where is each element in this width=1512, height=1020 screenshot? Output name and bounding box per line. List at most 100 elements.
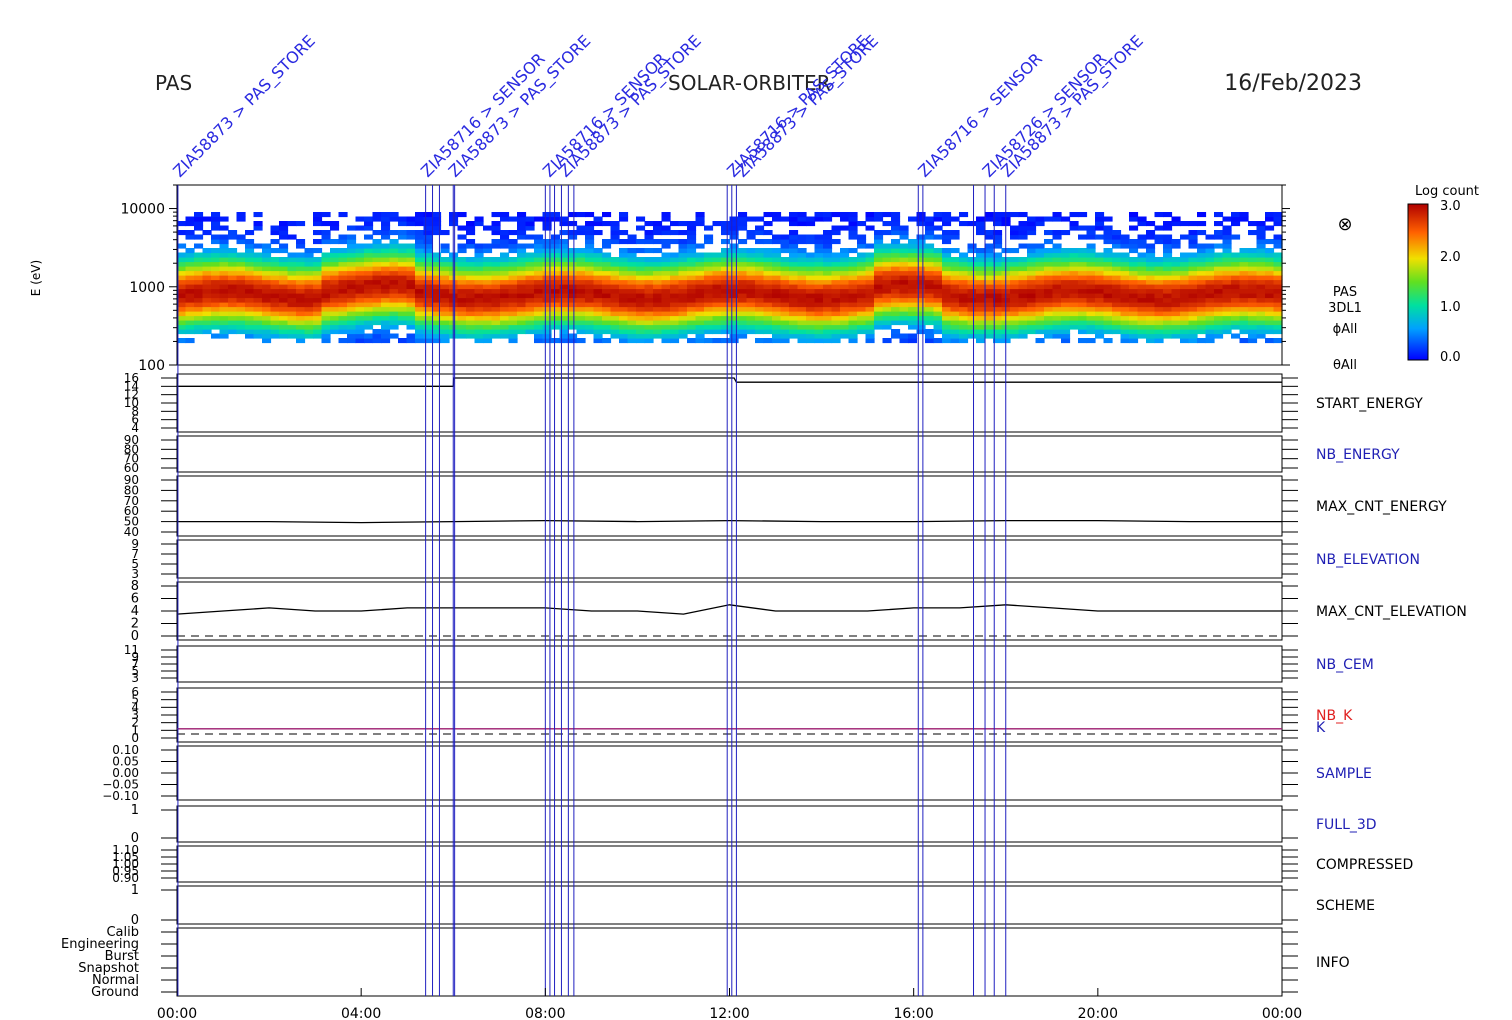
spectrogram-cell bbox=[1214, 261, 1224, 267]
spectrogram-cell bbox=[644, 329, 654, 335]
spectrogram-cell bbox=[1197, 243, 1207, 249]
spectrogram-cell bbox=[1180, 320, 1190, 326]
spectrogram-cell bbox=[602, 239, 612, 245]
spectrogram-cell bbox=[287, 261, 297, 267]
spectrogram-cell bbox=[1256, 311, 1266, 317]
spectrogram-cell bbox=[1146, 270, 1156, 276]
spectrogram-cell bbox=[576, 324, 586, 330]
spectrogram-cell bbox=[993, 266, 1003, 272]
spectrogram-cell bbox=[245, 333, 255, 339]
spectrogram-cell bbox=[287, 279, 297, 285]
spectrogram-cell bbox=[1154, 288, 1164, 294]
spectrogram-cell bbox=[831, 225, 841, 231]
spectrogram-cell bbox=[806, 221, 816, 227]
spectrogram-cell bbox=[865, 216, 875, 222]
spectrogram-cell bbox=[321, 239, 331, 245]
time-tick-label: 00:00 bbox=[157, 1006, 197, 1020]
spectrogram-cell bbox=[755, 329, 765, 335]
spectrogram-cell bbox=[211, 248, 221, 254]
panel-tick-label: Calib bbox=[106, 925, 139, 940]
spectrogram-cell bbox=[610, 239, 620, 245]
spectrogram-cell bbox=[661, 324, 671, 330]
panel-tick-label: 60 bbox=[124, 504, 139, 518]
spectrogram-cell bbox=[916, 320, 926, 326]
spectrogram-cell bbox=[721, 302, 731, 308]
spectrogram-cell bbox=[491, 302, 501, 308]
spectrogram-cell bbox=[185, 288, 195, 294]
panel-tick-label: 70 bbox=[124, 452, 139, 466]
spectrogram-cell bbox=[738, 293, 748, 299]
spectrogram-cell bbox=[865, 225, 875, 231]
spectrogram-cell bbox=[347, 306, 357, 312]
spectrogram-cell bbox=[670, 315, 680, 321]
spectrogram-cell bbox=[559, 221, 569, 227]
spectrogram-cell bbox=[1120, 324, 1130, 330]
spectrogram-cell bbox=[500, 293, 510, 299]
spectrogram-cell bbox=[933, 261, 943, 267]
spectrogram-cell bbox=[440, 284, 450, 290]
spectrogram-cell bbox=[211, 315, 221, 321]
spectrogram-cell bbox=[746, 315, 756, 321]
spectrogram-cell bbox=[1171, 297, 1181, 303]
spectrogram-cell bbox=[806, 284, 816, 290]
spectrogram-cell bbox=[1239, 329, 1249, 335]
spectrogram-cell bbox=[1205, 329, 1215, 335]
spectrogram-cell bbox=[253, 275, 263, 281]
spectrogram-cell bbox=[1052, 266, 1062, 272]
spectrogram-cell bbox=[644, 333, 654, 339]
spectrogram-cell bbox=[891, 266, 901, 272]
spectrogram-cell bbox=[457, 212, 467, 218]
spectrogram-cell bbox=[1103, 270, 1113, 276]
spectrogram-cell bbox=[253, 221, 263, 227]
spectrogram-cell bbox=[525, 216, 535, 222]
spectrogram-cell bbox=[551, 261, 561, 267]
spectrogram-cell bbox=[1044, 230, 1054, 236]
spectrogram-cell bbox=[780, 284, 790, 290]
spectrogram-cell bbox=[1154, 261, 1164, 267]
spectrogram-cell bbox=[1052, 234, 1062, 240]
spectrogram-cell bbox=[1112, 297, 1122, 303]
spectrogram-cell bbox=[542, 293, 552, 299]
spectrogram-cell bbox=[984, 275, 994, 281]
spectrogram-cell bbox=[1197, 324, 1207, 330]
spectrogram-cell bbox=[338, 275, 348, 281]
spectrogram-cell bbox=[313, 333, 323, 339]
spectrogram-cell bbox=[746, 234, 756, 240]
spectrogram-cell bbox=[848, 261, 858, 267]
spectrogram-cell bbox=[729, 284, 739, 290]
spectrogram-cell bbox=[1018, 315, 1028, 321]
spectrogram-cell bbox=[568, 288, 578, 294]
spectrogram-cell bbox=[1129, 338, 1139, 344]
spectrogram-cell bbox=[355, 302, 365, 308]
spectrogram-cell bbox=[1018, 225, 1028, 231]
spectrogram-cell bbox=[415, 248, 425, 254]
spectrogram-cell bbox=[1069, 306, 1079, 312]
spectrogram-cell bbox=[874, 234, 884, 240]
spectrogram-cell bbox=[1163, 284, 1173, 290]
spectrogram-cell bbox=[432, 288, 442, 294]
spectrogram-cell bbox=[721, 261, 731, 267]
panel-label-nb-k: NB_K bbox=[1316, 708, 1353, 724]
spectrogram-cell bbox=[687, 324, 697, 330]
spectrogram-cell bbox=[491, 311, 501, 317]
spectrogram-cell bbox=[542, 216, 552, 222]
spectrogram-cell bbox=[797, 288, 807, 294]
spectrogram-cell bbox=[517, 266, 527, 272]
spectrogram-cell bbox=[1214, 324, 1224, 330]
spectrogram-cell bbox=[1239, 288, 1249, 294]
spectrogram-cell bbox=[500, 243, 510, 249]
spectrogram-cell bbox=[1129, 225, 1139, 231]
spectrogram-cell bbox=[1095, 234, 1105, 240]
spectrogram-cell bbox=[185, 324, 195, 330]
panel-tick-label: 2 bbox=[131, 617, 139, 632]
spectrogram-cell bbox=[1120, 302, 1130, 308]
spectrogram-cell bbox=[1248, 275, 1258, 281]
spectrogram-cell bbox=[585, 221, 595, 227]
spectrogram-cell bbox=[653, 315, 663, 321]
spectrogram-cell bbox=[585, 329, 595, 335]
panel-label-start-energy: START_ENERGY bbox=[1316, 396, 1423, 412]
spectrogram-cell bbox=[483, 248, 493, 254]
spectrogram-cell bbox=[610, 306, 620, 312]
spectrogram-cell bbox=[857, 239, 867, 245]
spectrogram-cell bbox=[687, 311, 697, 317]
